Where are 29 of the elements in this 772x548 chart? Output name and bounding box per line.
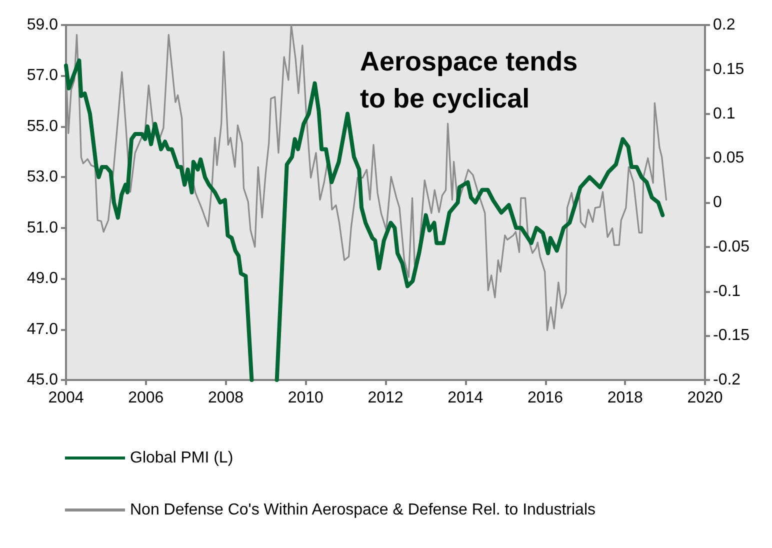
x-tick-label: 2006 [128, 390, 164, 406]
y2-tick-label: 0.2 [713, 16, 736, 34]
y2-tick-label: 0 [713, 194, 722, 211]
y2-tick-label: -0.1 [713, 282, 741, 300]
x-tick-label: 2008 [208, 390, 244, 406]
x-tick-label: 2016 [527, 390, 564, 406]
y-tick-label: 59.0 [26, 16, 58, 34]
y-tick-label: 53.0 [26, 168, 58, 186]
y2-tick-label: -0.2 [713, 372, 741, 388]
y-tick-label: 45.0 [26, 372, 58, 388]
text: Aerospace tends to be cyclical [360, 46, 586, 114]
y2-tick-label: -0.05 [713, 238, 750, 256]
y2-tick-label: 0.05 [713, 150, 744, 167]
y2-tick-label: 0.1 [713, 105, 736, 122]
y-tick-label: 51.0 [26, 219, 58, 236]
legend-label: Non Defense Co's Within Aerospace & Defense Rel. to Industrials [130, 502, 596, 518]
y2-tick-label: -0.15 [713, 327, 750, 344]
y2-tick-label: 0.15 [713, 60, 744, 78]
legend-label: Global PMI (L) [130, 450, 234, 466]
x-tick-label: 2004 [48, 390, 84, 406]
x-tick-label: 2020 [687, 390, 723, 406]
x-tick-label: 2014 [448, 390, 484, 406]
y-tick-label: 57.0 [26, 67, 58, 84]
x-tick-label: 2012 [368, 390, 404, 406]
y-tick-label: 49.0 [26, 270, 58, 288]
x-tick-label: 2018 [607, 390, 644, 406]
y-tick-label: 55.0 [26, 118, 58, 135]
x-tick-label: 2010 [288, 390, 324, 406]
y-tick-label: 47.0 [26, 320, 58, 338]
